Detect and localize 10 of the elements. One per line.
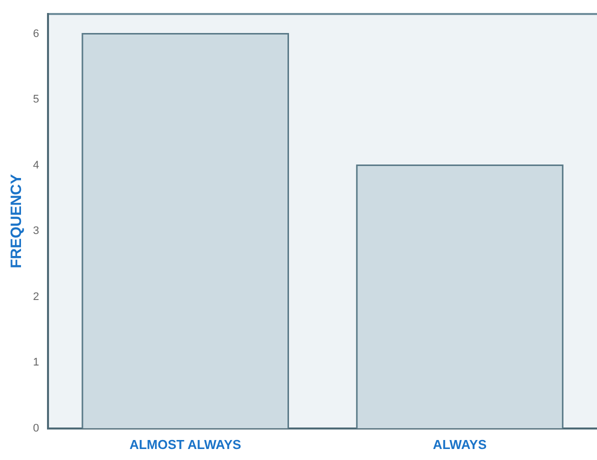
y-tick-label: 2 bbox=[32, 290, 40, 303]
y-axis-title: FREQUENCY bbox=[8, 174, 26, 268]
y-tick-label: 3 bbox=[32, 225, 40, 238]
x-tick-label: ALWAYS bbox=[432, 436, 487, 452]
x-tick-label: ALMOST ALWAYS bbox=[129, 436, 242, 452]
y-tick-label: 1 bbox=[32, 356, 40, 369]
y-tick-label: 5 bbox=[32, 94, 40, 106]
y-tick-label: 0 bbox=[32, 422, 40, 434]
y-tick-label: 6 bbox=[32, 28, 40, 40]
y-tick-label: 4 bbox=[32, 159, 40, 172]
